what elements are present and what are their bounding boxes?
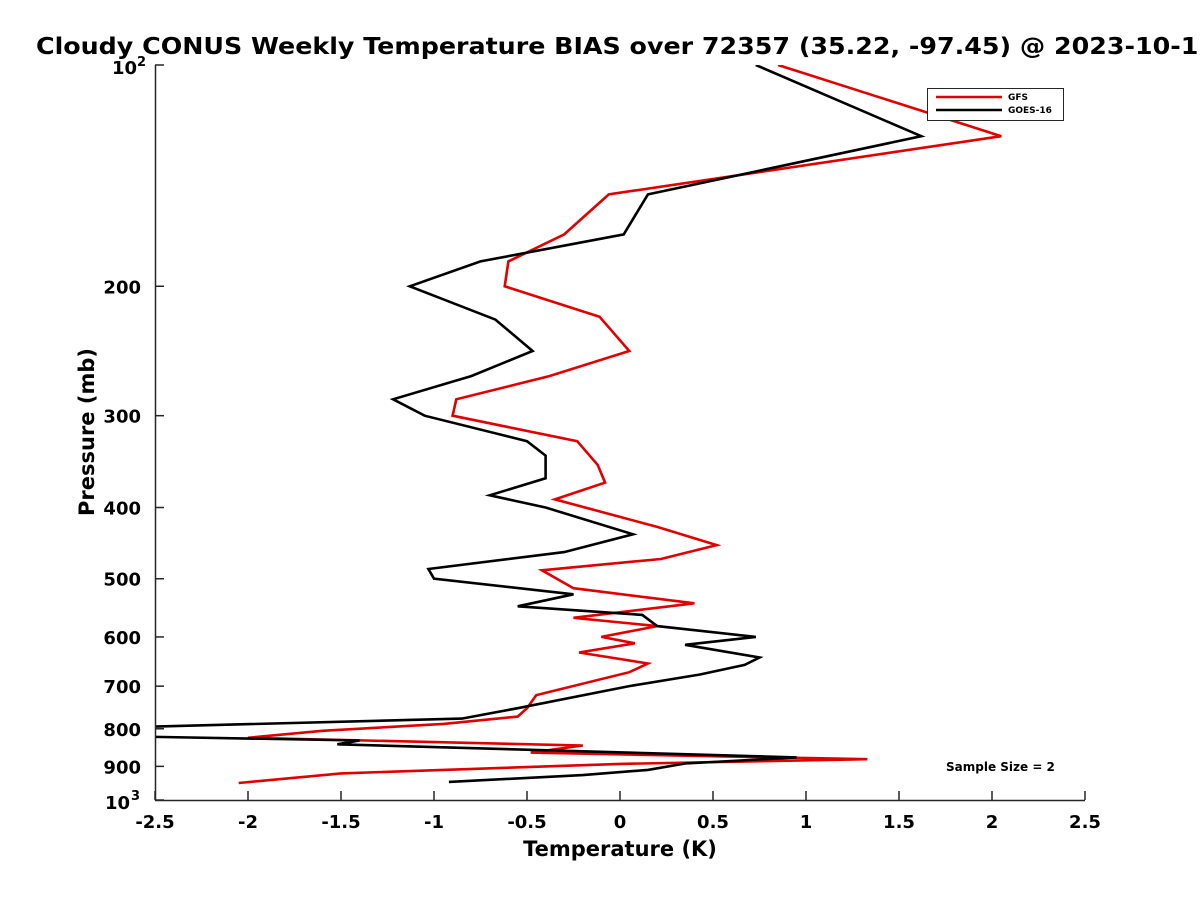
y-axis-label: Pressure (mb) [75,348,99,516]
y-top-label-exponent: 2 [137,55,146,70]
x-tick-label: 1 [800,812,813,833]
y-tick-label: 600 [103,628,141,649]
legend-label-gfs: GFS [1008,93,1028,103]
y-bottom-label-exponent: 3 [131,789,140,804]
x-tick-label: -2 [238,812,258,833]
plot-area [155,65,1085,800]
x-tick-label: -1 [424,812,444,833]
x-tick-label: -2.5 [135,812,174,833]
legend: GFS GOES-16 [927,88,1064,121]
y-bottom-label-base: 10 [105,793,130,814]
x-tick-label: 0 [614,812,627,833]
x-tick-label: 0.5 [697,812,729,833]
x-tick-label: -1.5 [321,812,360,833]
y-top-label-base: 10 [112,58,137,79]
y-tick-label: 800 [103,720,141,741]
y-tick-label: 300 [103,407,141,428]
x-tick-label: -0.5 [507,812,546,833]
x-axis-label: Temperature (K) [523,837,717,861]
x-tick-label: 1.5 [883,812,915,833]
y-tick-label: 700 [103,677,141,698]
series-line-gfs [238,65,1002,785]
chart-title: Cloudy CONUS Weekly Temperature BIAS ove… [36,34,1200,60]
series-line-goes16 [155,65,926,784]
y-tick-label: 500 [103,570,141,591]
y-tick-label: 900 [103,757,141,778]
legend-box [927,88,1064,121]
x-tick-label: 2 [986,812,999,833]
legend-label-goes16: GOES-16 [1008,106,1052,116]
y-tick-label: 400 [103,499,141,520]
x-tick-label: 2.5 [1069,812,1101,833]
y-tick-label: 200 [103,277,141,298]
sample-size-annotation: Sample Size = 2 [946,760,1055,774]
